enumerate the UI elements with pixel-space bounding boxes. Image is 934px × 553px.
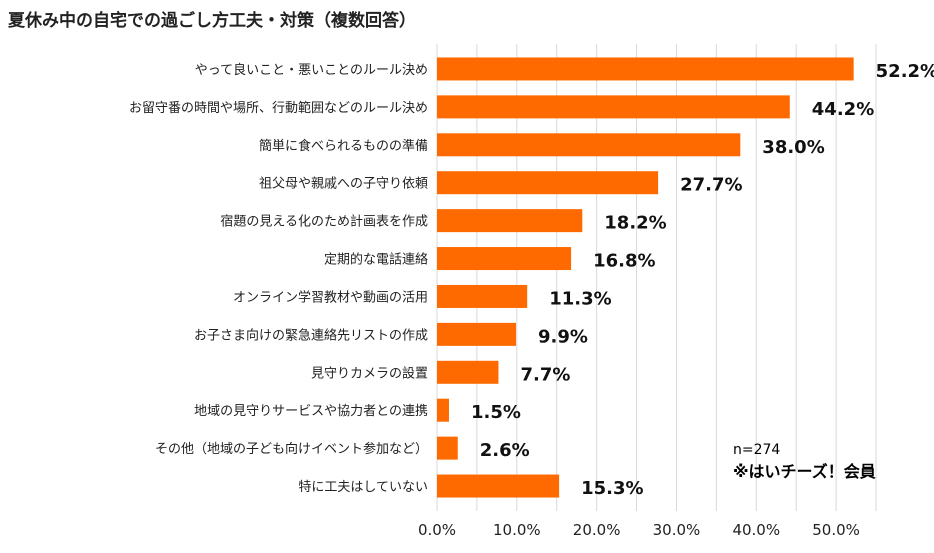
value-label: 1.5% [471,402,521,423]
bar [437,133,741,157]
category-label: 簡単に食べられるものの準備 [259,138,428,154]
bar [437,247,572,271]
x-tick-label: 30.0% [653,521,701,539]
value-label: 2.6% [480,440,530,461]
value-label: 44.2% [812,99,874,120]
x-tick-label: 0.0% [418,521,456,539]
value-label: 9.9% [538,326,588,347]
bar [437,95,790,119]
value-label: 11.3% [549,288,611,309]
value-label: 15.3% [581,478,643,499]
grid-lines [436,44,877,511]
bar [437,57,854,81]
category-label: オンライン学習教材や動画の活用 [233,289,428,305]
bar [437,360,499,384]
value-label: 27.7% [680,175,742,196]
category-label: お子さま向けの緊急連絡先リストの作成 [194,327,428,343]
category-label: やって良いこと・悪いことのルール決め [195,62,428,78]
category-label: お留守番の時間や場所、行動範囲などのルール決め [129,101,428,116]
category-label: 見守りカメラの設置 [311,365,428,381]
category-label: 定期的な電話連絡 [324,252,428,268]
value-label: 52.2% [876,61,934,82]
category-label: 地域の見守りサービスや協力者との連携 [194,403,428,419]
bar [437,436,458,460]
chart-title: 夏休み中の自宅での過ごし方工夫・対策（複数回答） [8,11,416,31]
bar [437,322,517,346]
x-tick-label: 10.0% [493,521,541,539]
category-label: その他（地域の子ども向けイベント参加など） [155,441,428,457]
member-note: ※はいチーズ！会員 [733,462,876,481]
value-label: 38.0% [762,137,824,158]
bar [437,474,560,498]
x-tick-label: 20.0% [573,521,621,539]
bar [437,171,659,195]
sample-size: n=274 [733,442,781,458]
bar [437,209,583,233]
value-label: 7.7% [520,364,570,385]
category-label: 宿題の見える化のため計画表を作成 [220,214,428,230]
bar [437,398,449,422]
value-label: 16.8% [593,251,655,272]
x-tick-label: 50.0% [812,521,860,539]
bar [437,284,528,308]
sample-note: n=274 ※はいチーズ！会員 [733,440,876,482]
bars [437,57,854,498]
category-label: 特に工夫はしていない [298,480,428,495]
value-label: 18.2% [604,213,666,234]
category-label: 祖父母や親戚への子守り依頼 [259,177,428,192]
x-tick-label: 40.0% [732,521,780,539]
labels: 0.0% 10.0% 20.0% 30.0% 40.0% 50.0% やって良いこと・悪いこ… [129,61,934,539]
